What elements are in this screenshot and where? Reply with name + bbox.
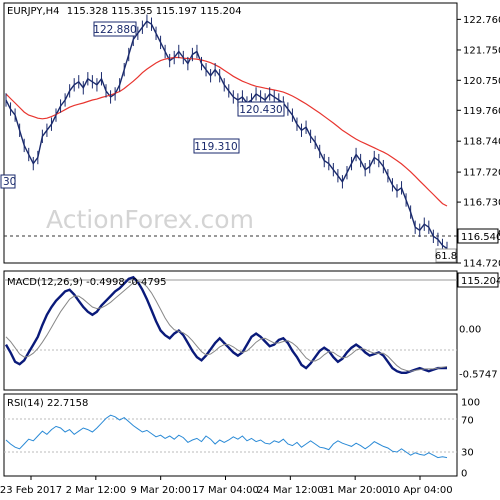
time-tick-label: 2 Mar 12:00 (66, 485, 126, 496)
rsi-tick-label: 70 (461, 416, 474, 427)
fib-label-box (435, 248, 457, 263)
macd-tick-label: -0.5747 (459, 369, 498, 380)
macd-title: MACD(12,26,9) -0.4998 -0.4795 (7, 277, 167, 288)
high-label-box (93, 21, 137, 37)
macd-panel (3, 270, 458, 391)
rsi-tick-label: 0 (461, 469, 467, 480)
time-tick-label: 9 Mar 20:00 (130, 485, 190, 496)
rsi-title: RSI(14) 22.7158 (7, 398, 88, 409)
price-panel (3, 2, 458, 264)
current-price-badge-label: 115.204 (461, 276, 500, 287)
rsi-tick-label: 30 (461, 448, 474, 459)
macd-tick-label: 0.00 (459, 324, 481, 335)
high-label: 122.880 (93, 24, 136, 36)
rsi-tick-label: 100 (461, 398, 480, 409)
macd-signal-line (5, 280, 448, 372)
rsi-line (5, 414, 448, 459)
resistance-badge-label: 116.540 (461, 232, 500, 243)
resistance-badge (457, 228, 499, 244)
price-tick-label: 119.760 (463, 106, 500, 117)
price-tick-label: 117.720 (463, 168, 500, 179)
current-price-badge (457, 272, 499, 288)
price-tick-label: 118.740 (463, 137, 500, 148)
price-tick-label: 121.750 (463, 45, 500, 56)
time-tick-label: 10 Apr 04:00 (387, 485, 452, 496)
price-tick-label: 116.730 (463, 198, 500, 209)
price-tick-label: 120.750 (463, 76, 500, 87)
chart-title: EURJPY,H4 115.328 115.355 115.197 115.20… (7, 6, 242, 17)
fib-label: 61.8 (435, 251, 457, 262)
macd-line (4, 275, 447, 374)
time-tick-label: 23 Feb 2017 (0, 485, 62, 496)
rsi-axis: 100 70 30 0 (461, 398, 480, 480)
price-series-line (5, 20, 448, 250)
price-tick-label: 114.720 (463, 259, 500, 270)
watermark: ActionForex.com (46, 205, 254, 234)
left-edge-label-box (0, 174, 16, 189)
swing-low-label: 119.310 (194, 141, 237, 153)
swing-low-label-box (193, 138, 240, 154)
time-tick-label: 17 Mar 04:00 (192, 485, 259, 496)
rsi-panel (3, 393, 458, 477)
price-tick-label: 122.760 (463, 15, 500, 26)
moving-average-line (5, 56, 448, 207)
left-edge-label: 30 (3, 176, 16, 188)
time-tick-label: 24 Mar 12:00 (257, 485, 324, 496)
swing-high-label-box (237, 101, 285, 117)
swing-high-label: 120.430 (239, 104, 282, 116)
time-axis: 23 Feb 2017 2 Mar 12:00 9 Mar 20:00 17 Mar … (0, 476, 453, 496)
time-tick-label: 31 Mar 20:00 (322, 485, 389, 496)
